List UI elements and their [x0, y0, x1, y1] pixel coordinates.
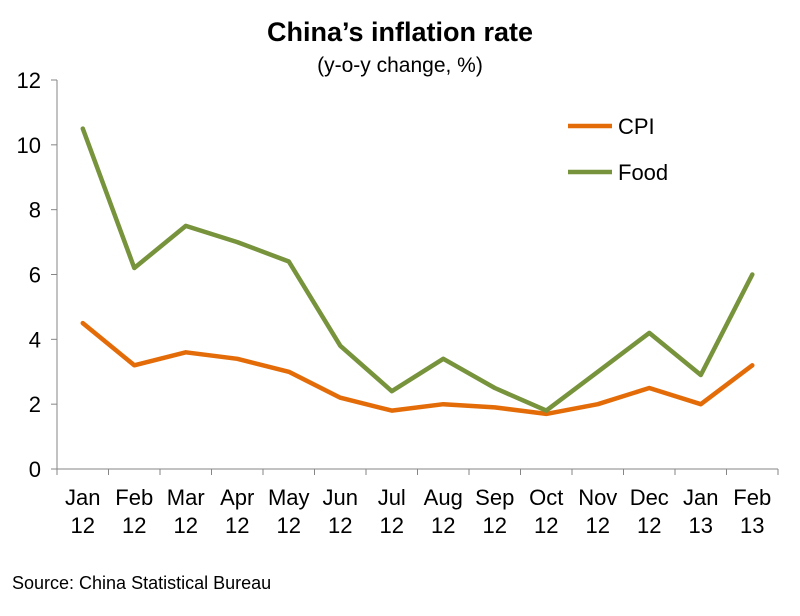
x-tick-label: 12 [174, 513, 198, 538]
y-tick-label: 8 [29, 198, 41, 223]
chart-subtitle: (y-o-y change, %) [317, 54, 483, 77]
x-tick-label: Feb [115, 485, 153, 510]
x-tick-label: Mar [167, 485, 205, 510]
legend: CPI Food [568, 114, 668, 185]
x-tick-label: Dec [630, 485, 669, 510]
x-tick-label: Jun [323, 485, 358, 510]
x-tick-label: Jan [65, 485, 100, 510]
y-axis: 0 2 4 6 8 10 12 [17, 68, 58, 482]
legend-label-cpi: CPI [618, 114, 655, 139]
x-tick-label: Oct [529, 485, 563, 510]
y-tick-label: 0 [29, 457, 41, 482]
x-tick-label: Apr [220, 485, 254, 510]
x-tick-label: 12 [637, 513, 661, 538]
x-tick-label: Sep [475, 485, 514, 510]
x-tick-label: 13 [689, 513, 713, 538]
x-tick-label: 12 [380, 513, 404, 538]
y-tick-label: 12 [17, 68, 41, 93]
x-tick-label: 12 [534, 513, 558, 538]
x-tick-label: Aug [424, 485, 463, 510]
series-line-cpi [80, 320, 755, 417]
y-tick-label: 2 [29, 392, 41, 417]
x-tick-label: 12 [122, 513, 146, 538]
plot-area [80, 126, 755, 417]
legend-label-food: Food [618, 160, 668, 185]
x-tick-label: 12 [483, 513, 507, 538]
x-tick-label: 12 [225, 513, 249, 538]
x-tick-label: May [268, 485, 310, 510]
x-tick-label: Jul [378, 485, 406, 510]
x-tick-label: 12 [277, 513, 301, 538]
x-tick-label: 12 [431, 513, 455, 538]
x-tick-label: Feb [733, 485, 771, 510]
y-tick-label: 4 [29, 327, 41, 352]
series-line-food [80, 126, 755, 413]
x-tick-label: 12 [586, 513, 610, 538]
x-axis: Jan 12 Feb 12 Mar 12 Apr 12 May 12 Jun 12 Jul 12 Aug 12… [56, 468, 779, 538]
x-tick-label: Nov [578, 485, 617, 510]
x-tick-label: 12 [328, 513, 352, 538]
x-tick-label: Jan [683, 485, 718, 510]
y-tick-label: 6 [29, 263, 41, 288]
source-note: Source: China Statistical Bureau [12, 573, 271, 593]
y-tick-label: 10 [17, 133, 41, 158]
x-tick-label: 12 [71, 513, 95, 538]
chart-title: China’s inflation rate [267, 17, 533, 47]
x-tick-label: 13 [740, 513, 764, 538]
